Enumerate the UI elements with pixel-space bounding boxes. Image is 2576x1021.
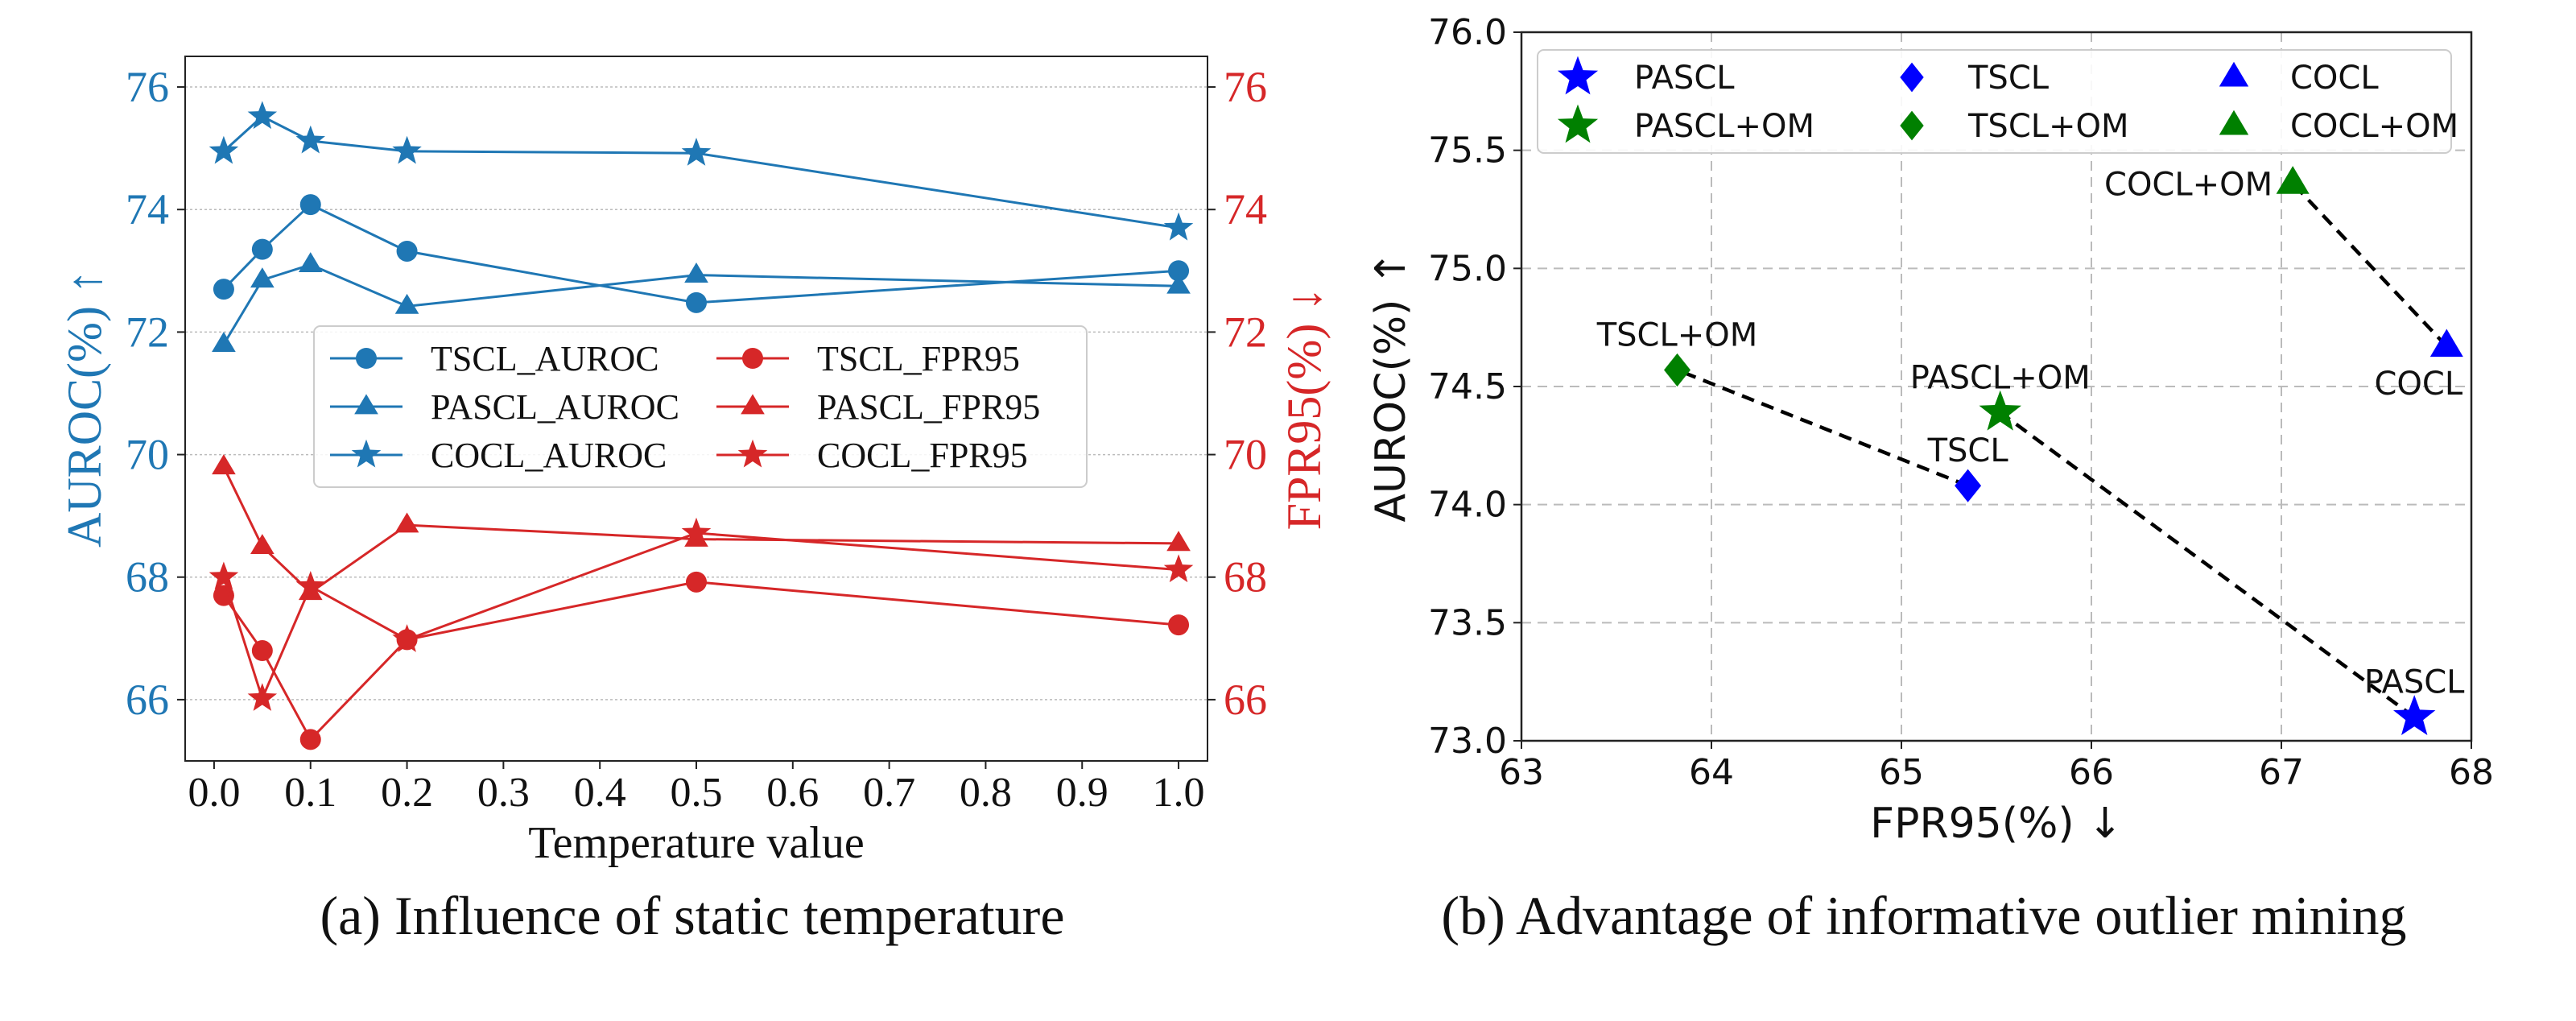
data-point-PASCL_FPR95 [395,512,419,532]
y-tick-label: 74.0 [1428,485,1507,526]
figure: 0.0 0.1 0.2 0.3 0.4 0.5 0.6 0.7 0.8 0.9 1.0 66 68 70 7… [0,0,2576,1021]
y-tick-label: 74.5 [1428,366,1507,407]
point-tscl [1955,469,1981,502]
y-tick-label: 76.0 [1428,12,1507,53]
legend-label: TSCL+OM [1967,108,2129,145]
data-point-TSCL_AUROC [213,279,234,300]
data-point-PASCL_AUROC [212,332,236,352]
chart-a: 0.0 0.1 0.2 0.3 0.4 0.5 0.6 0.7 0.8 0.9 1.0 66 68 70 7… [58,56,1331,868]
data-point-TSCL_FPR95 [1168,614,1189,635]
y-tick-label: 73.0 [1428,721,1507,762]
y-tick-label-left: 76 [126,63,169,111]
data-point-PASCL_FPR95 [212,454,236,474]
point-label: TSCL [1927,432,2009,469]
y-axis-label-right: FPR95(%) ↓ [1278,287,1331,531]
data-point-TSCL_AUROC [686,292,707,313]
y-tick-label-right: 74 [1224,185,1267,234]
y-tick-label-left: 72 [126,308,169,356]
y-axis-label-left: AUROC(%) ↑ [58,270,111,548]
y-tick-label-left: 66 [126,676,169,724]
x-tick-label: 0.9 [1056,770,1108,816]
point-label: PASCL [2364,664,2465,701]
data-point-TSCL_AUROC [252,239,273,260]
y-tick-label: 73.5 [1428,602,1507,643]
x-tick-label: 0.7 [863,770,915,816]
legend-label: PASCL [1634,60,1735,97]
legend-marker [742,348,763,369]
series-line-COCL_AUROC [224,117,1179,228]
legend-label: TSCL [1967,60,2050,97]
legend-label: COCL [2290,60,2379,97]
series-line-COCL_FPR95 [224,533,1179,698]
x-tick-label: 0.4 [574,770,626,816]
x-tick-label: 1.0 [1153,770,1205,816]
x-tick-label: 0.1 [284,770,336,816]
y-tick-label-right: 68 [1224,553,1267,601]
x-axis-label: Temperature value [528,818,864,868]
connection-line [2000,412,2414,717]
legend-label: COCL+OM [2290,108,2458,145]
x-tick-label: 64 [1689,752,1734,793]
x-tick-label: 0.8 [960,770,1012,816]
chart-b: 63 64 65 66 67 6873.073.574.074.575.075.576.0… [1367,12,2494,848]
point-label: PASCL+OM [1910,359,2091,396]
x-tick-label: 68 [2449,752,2494,793]
data-point-TSCL_FPR95 [252,640,273,661]
data-point-COCL_FPR95 [1164,554,1194,582]
data-point-PASCL_FPR95 [250,534,275,554]
legend-label: PASCL_AUROC [431,387,679,427]
data-point-PASCL_AUROC [299,252,323,272]
x-tick-label: 0.6 [766,770,819,816]
y-tick-label-right: 72 [1224,308,1267,356]
data-point-COCL_AUROC [392,136,422,164]
x-tick-label: 66 [2069,752,2114,793]
caption-b: (b) Advantage of informative outlier min… [1401,884,2447,948]
y-tick-label-right: 66 [1224,676,1267,724]
point-tscl-om [1665,354,1690,386]
point-label: COCL [2374,366,2462,403]
data-point-PASCL_FPR95 [1166,531,1191,551]
x-tick-label: 65 [1879,752,1924,793]
y-tick-label-right: 76 [1224,63,1267,111]
legend-marker [356,348,377,369]
data-point-COCL_AUROC [296,126,326,154]
y-tick-label: 75.0 [1428,248,1507,289]
data-point-TSCL_FPR95 [686,572,707,593]
y-axis-label: AUROC(%) ↑ [1367,250,1415,522]
y-tick-label-left: 74 [126,185,169,234]
legend-label: TSCL_FPR95 [817,339,1020,378]
y-tick-label-left: 70 [126,431,169,479]
caption-a: (a) Influence of static temperature [290,884,1095,948]
data-point-COCL_AUROC [682,138,712,166]
x-tick-label: 67 [2259,752,2304,793]
data-point-COCL_AUROC [1164,213,1194,241]
connection-line [2293,184,2446,346]
data-point-COCL_AUROC [209,136,239,164]
x-tick-label: 0.3 [477,770,530,816]
legend-label: PASCL+OM [1634,108,1814,145]
legend-label: TSCL_AUROC [431,339,659,378]
point-label: COCL+OM [2104,167,2273,204]
data-point-TSCL_FPR95 [300,729,321,750]
y-tick-label: 75.5 [1428,130,1507,172]
data-point-COCL_FPR95 [248,683,278,711]
data-point-PASCL_AUROC [684,262,708,283]
x-tick-label: 0.0 [188,770,240,816]
y-tick-label-left: 68 [126,553,169,601]
x-tick-label: 0.2 [381,770,433,816]
data-point-TSCL_AUROC [300,194,321,215]
y-tick-label-right: 70 [1224,431,1267,479]
data-point-TSCL_AUROC [397,241,418,262]
x-axis-label: FPR95(%) ↓ [1870,800,2123,848]
legend-label: PASCL_FPR95 [817,387,1040,427]
series-line-TSCL_FPR95 [224,582,1179,740]
point-label: TSCL+OM [1596,316,1758,353]
legend-label: COCL_FPR95 [817,436,1028,475]
x-tick-label: 0.5 [671,770,723,816]
legend-label: COCL_AUROC [431,436,667,475]
point-cocl [2430,329,2463,358]
